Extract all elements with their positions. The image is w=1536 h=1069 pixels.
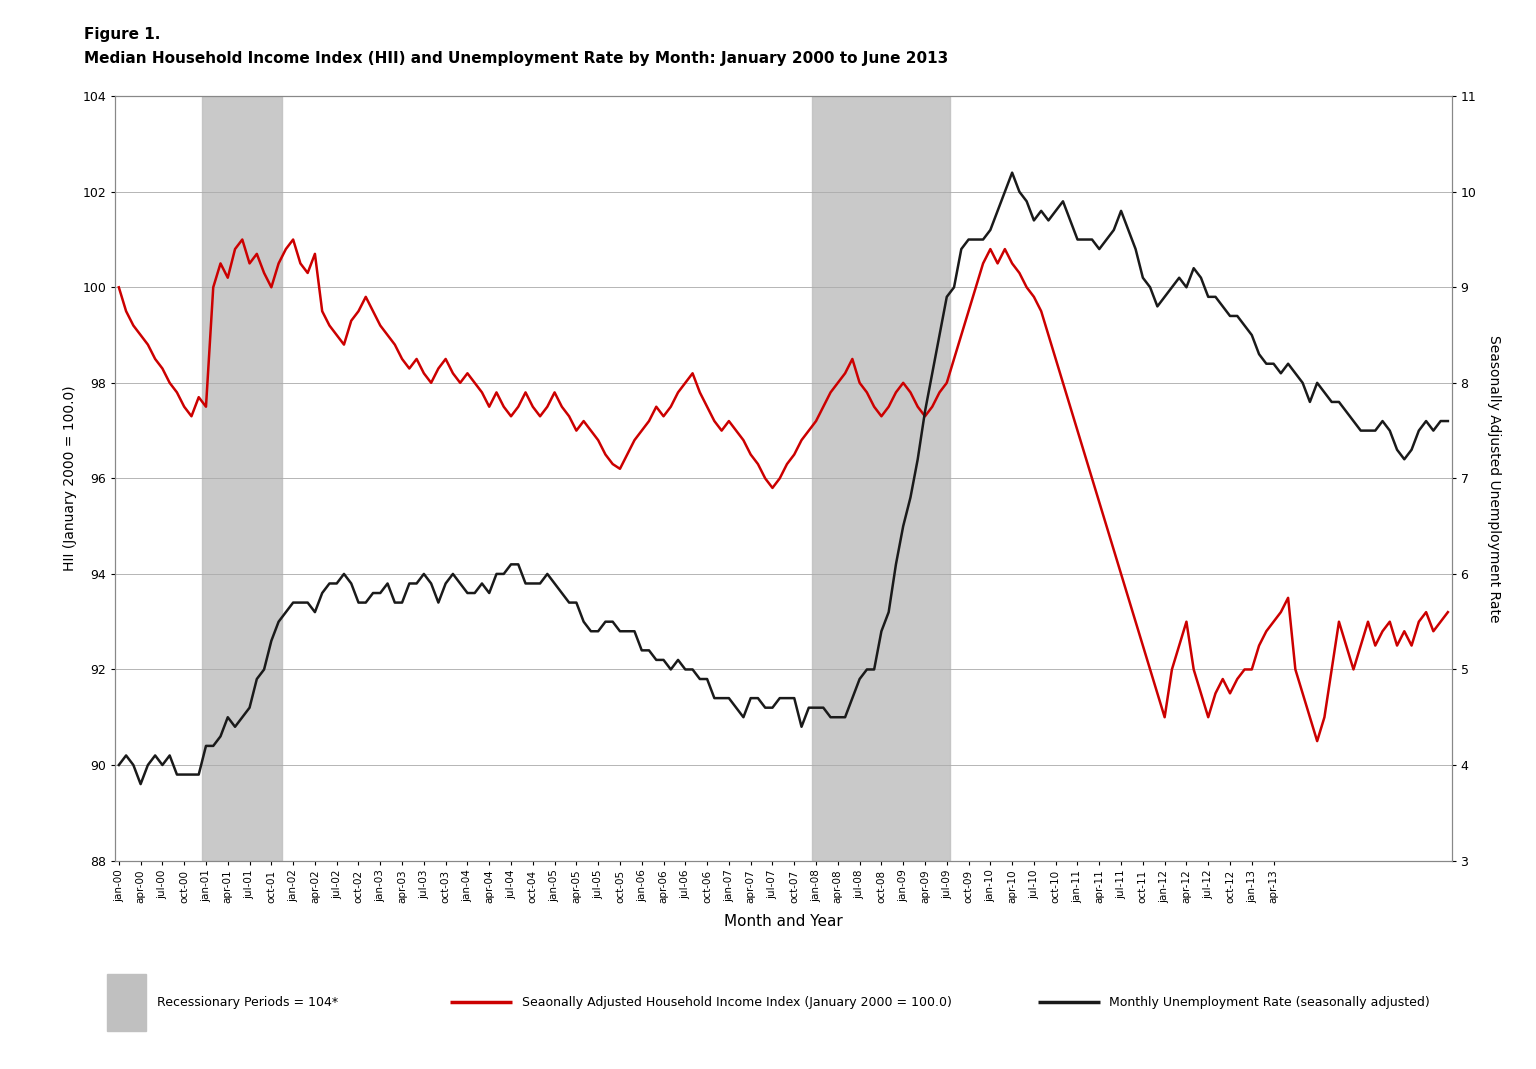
Text: Median Household Income Index (HII) and Unemployment Rate by Month: January 2000: Median Household Income Index (HII) and …: [84, 51, 949, 66]
Bar: [108, 974, 146, 1031]
Text: Monthly Unemployment Rate (seasonally adjusted): Monthly Unemployment Rate (seasonally ad…: [1109, 995, 1430, 1009]
Y-axis label: HII (January 2000 = 100.0): HII (January 2000 = 100.0): [63, 386, 77, 571]
X-axis label: Month and Year: Month and Year: [723, 914, 843, 929]
Bar: [813, 96, 951, 861]
Text: Figure 1.: Figure 1.: [84, 27, 161, 42]
Y-axis label: Seasonally Adjusted Unemployment Rate: Seasonally Adjusted Unemployment Rate: [1487, 335, 1501, 622]
Text: Recessionary Periods = 104*: Recessionary Periods = 104*: [157, 995, 338, 1009]
Bar: [203, 96, 283, 861]
Text: Seaonally Adjusted Household Income Index (January 2000 = 100.0): Seaonally Adjusted Household Income Inde…: [522, 995, 952, 1009]
